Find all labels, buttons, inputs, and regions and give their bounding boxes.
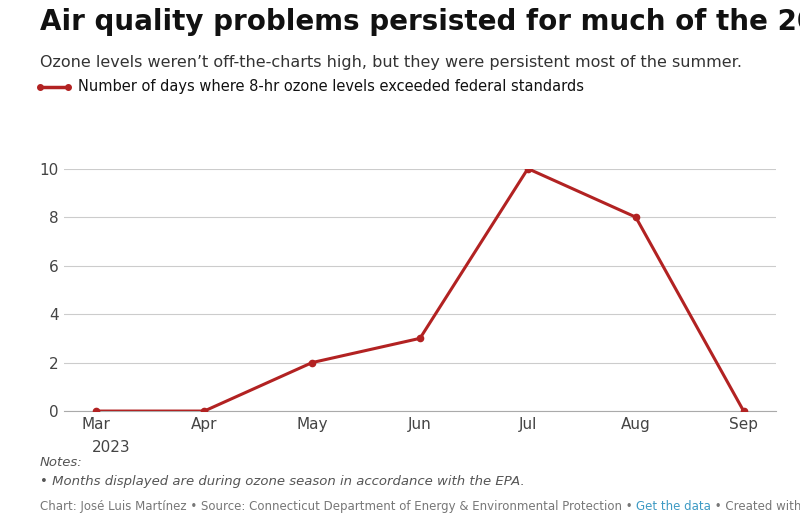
Text: Notes:: Notes: (40, 456, 82, 469)
Text: • Created with: • Created with (711, 500, 800, 513)
Text: Chart: José Luis Martínez • Source: Connecticut Department of Energy & Environme: Chart: José Luis Martínez • Source: Conn… (40, 500, 636, 513)
Text: Get the data: Get the data (636, 500, 711, 513)
Text: Number of days where 8-hr ozone levels exceeded federal standards: Number of days where 8-hr ozone levels e… (78, 80, 584, 94)
Text: • Months displayed are during ozone season in accordance with the EPA.: • Months displayed are during ozone seas… (40, 475, 525, 488)
Text: 2023: 2023 (92, 440, 131, 455)
Text: Ozone levels weren’t off-the-charts high, but they were persistent most of the s: Ozone levels weren’t off-the-charts high… (40, 55, 742, 70)
Text: Air quality problems persisted for much of the 2022 season: Air quality problems persisted for much … (40, 8, 800, 36)
